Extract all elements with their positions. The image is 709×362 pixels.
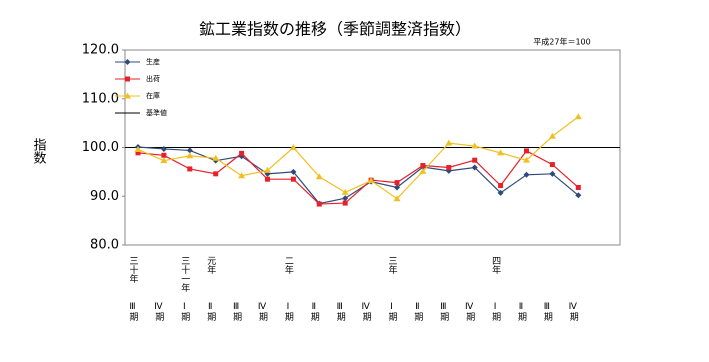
point [265, 176, 270, 182]
legend-label: 在庫 [146, 91, 160, 100]
y-tick-label: 100.0 [82, 140, 119, 155]
x-tick-label: Ⅲ期 [438, 302, 449, 322]
point [445, 139, 453, 146]
year-label: 元年 [205, 256, 216, 275]
point [574, 113, 582, 120]
x-tick-label: Ⅲ期 [542, 302, 553, 322]
point [342, 195, 349, 202]
point [471, 164, 478, 171]
legend-marker [124, 59, 131, 65]
point [575, 192, 582, 199]
point [367, 177, 375, 184]
x-tick-label: Ⅳ期 [568, 302, 579, 322]
legend-marker [124, 92, 131, 99]
point [134, 145, 142, 152]
legend-marker [125, 76, 130, 82]
note: 平成27年＝100 [533, 37, 590, 47]
point [523, 156, 530, 163]
point [238, 172, 246, 179]
point [187, 166, 193, 172]
series-line [137, 146, 579, 205]
x-tick-label: Ⅱ期 [309, 302, 320, 322]
point [186, 147, 193, 154]
x-tick-label: Ⅱ期 [205, 302, 216, 322]
year-label: 三年 [387, 256, 398, 275]
x-tick-label: Ⅳ期 [257, 302, 268, 322]
point [290, 176, 296, 182]
x-tick-label: Ⅲ期 [128, 302, 139, 322]
point [446, 164, 452, 170]
legend-label: 出荷 [146, 74, 160, 83]
point [549, 162, 555, 168]
point [419, 167, 427, 174]
point [212, 154, 220, 161]
x-tick-label: Ⅲ期 [335, 302, 346, 322]
point [264, 166, 271, 173]
point [135, 150, 141, 156]
x-tick-label: Ⅲ期 [231, 302, 242, 322]
x-tick-label: Ⅰ期 [490, 302, 501, 322]
point [342, 200, 348, 206]
point [289, 144, 297, 150]
x-tick-label: Ⅱ期 [412, 302, 423, 322]
y-tick-label: 80.0 [90, 238, 119, 253]
point [497, 189, 504, 196]
point [420, 163, 426, 169]
point [315, 173, 323, 180]
point [161, 152, 167, 158]
year-label: 三十年 [128, 256, 139, 284]
point [472, 157, 478, 163]
point [394, 184, 400, 191]
y-tick-label: 120.0 [82, 43, 119, 58]
x-tick-label: Ⅰ期 [283, 302, 294, 322]
point [341, 188, 349, 195]
point [160, 145, 167, 152]
point [523, 171, 530, 178]
point [471, 142, 479, 149]
point [393, 195, 401, 202]
year-label: 二年 [283, 256, 294, 275]
x-tick-label: Ⅱ期 [516, 302, 527, 322]
series-line [137, 116, 579, 200]
x-tick-label: Ⅳ期 [361, 302, 372, 322]
point [394, 180, 400, 186]
x-tick-label: Ⅳ期 [153, 302, 164, 322]
x-tick-label: Ⅰ期 [179, 302, 190, 322]
point [548, 132, 556, 139]
legend-label: 生産 [146, 57, 160, 66]
point [316, 201, 322, 207]
y-tick-label: 110.0 [82, 91, 119, 106]
year-label: 四年 [490, 256, 501, 275]
point [239, 150, 245, 156]
point [290, 168, 297, 175]
point [160, 157, 168, 164]
point [498, 183, 504, 189]
point [575, 184, 581, 190]
y-tick-label: 90.0 [90, 189, 119, 204]
legend-label: 基準値 [146, 108, 167, 117]
point [549, 170, 556, 177]
x-tick-label: Ⅳ期 [464, 302, 475, 322]
point [524, 148, 529, 154]
y-axis-label: 指数 [31, 138, 47, 164]
point [213, 171, 219, 177]
x-tick-label: Ⅰ期 [387, 302, 398, 322]
point [497, 149, 505, 156]
chart-title: 鉱工業指数の推移（季節調整済指数） [199, 20, 471, 39]
series-line [137, 150, 579, 205]
point [186, 152, 194, 159]
year-label: 三十一年 [179, 256, 190, 293]
